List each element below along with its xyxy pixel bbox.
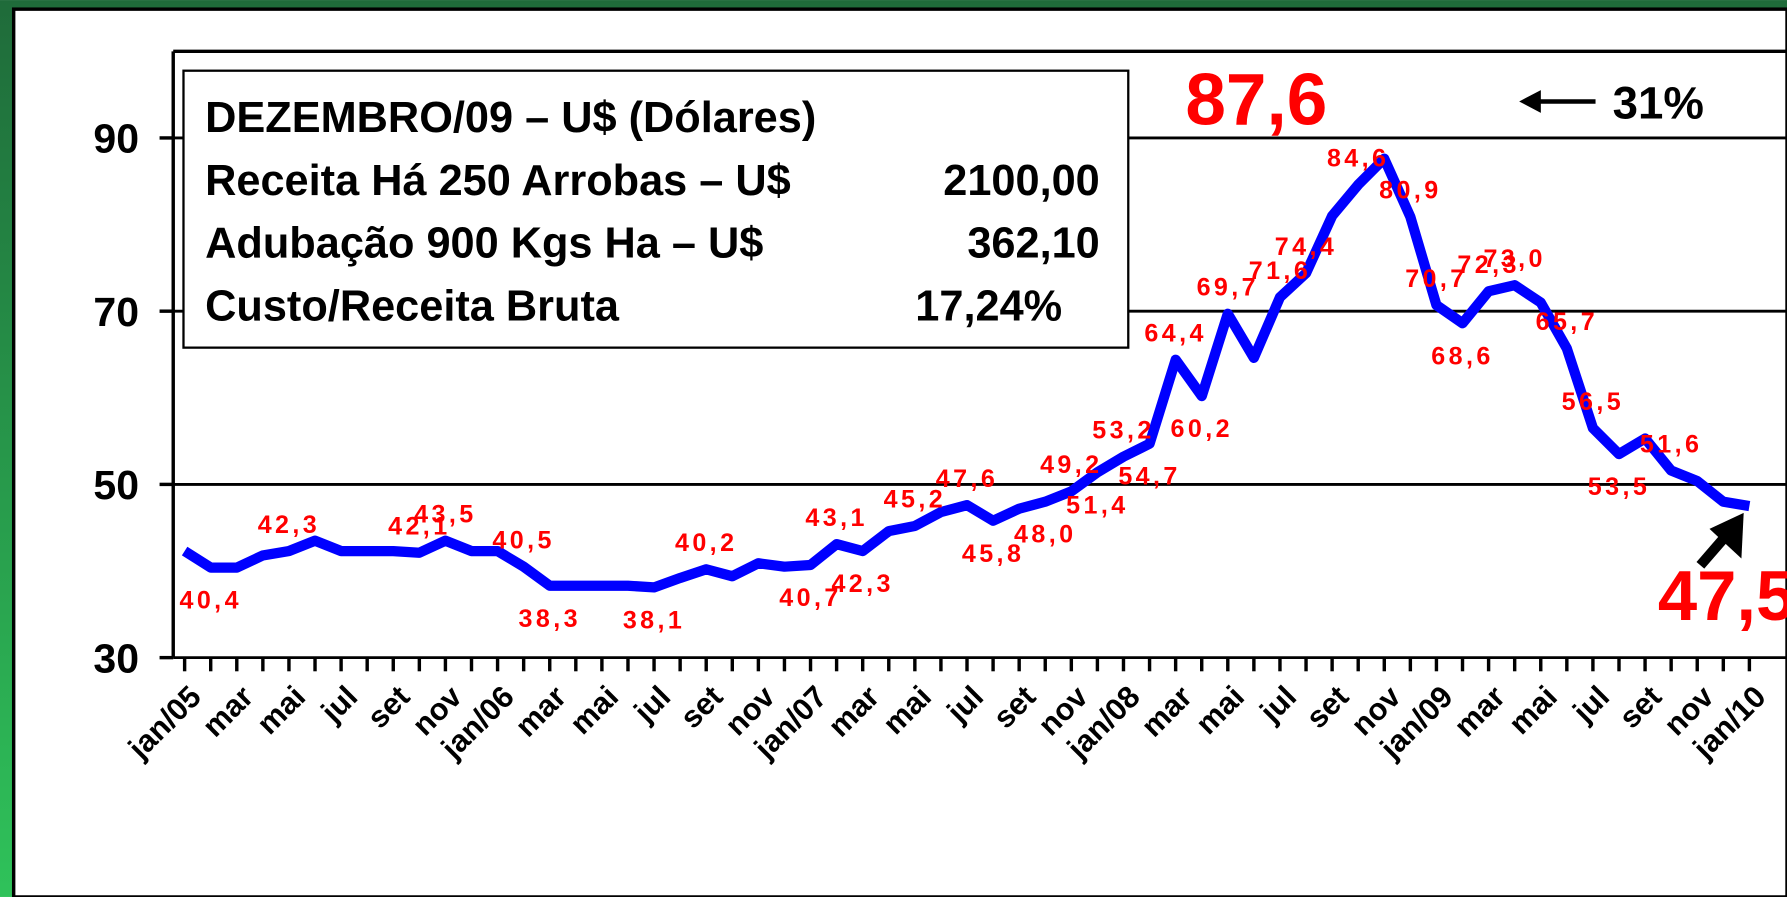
info-value: 2100,00: [943, 157, 1100, 205]
value-label: 45,8: [962, 540, 1024, 568]
value-label: 40,4: [179, 587, 241, 615]
end-arrowhead: [1709, 512, 1744, 559]
value-label-big: 87,6: [1185, 60, 1327, 141]
value-label: 74,4: [1275, 233, 1337, 261]
value-label: 49,2: [1040, 451, 1102, 479]
value-label: 42,1: [388, 513, 450, 541]
value-label: 54,7: [1118, 463, 1180, 491]
info-label: Adubação 900 Kgs Ha – U$: [205, 220, 763, 268]
value-label: 38,1: [623, 606, 685, 634]
y-tick-label: 50: [93, 462, 139, 508]
value-label: 43,5: [414, 500, 476, 528]
value-label: 53,2: [1092, 416, 1154, 444]
value-label: 73,0: [1483, 245, 1545, 273]
info-label: Receita Há 250 Arrobas – U$: [205, 157, 791, 205]
value-label: 38,3: [519, 605, 581, 633]
value-label-big: 47,5: [1658, 556, 1787, 635]
end-arrow: [1696, 512, 1744, 569]
peak-annotation: 31%: [1519, 78, 1704, 129]
value-label: 72,3: [1457, 251, 1519, 279]
info-title: DEZEMBRO/09 – U$ (Dólares): [205, 94, 816, 142]
value-label: 40,2: [675, 529, 737, 557]
data-line: [181, 153, 1751, 593]
value-label: 51,4: [1066, 491, 1128, 519]
value-label: 53,5: [1588, 473, 1650, 501]
value-label: 40,7: [779, 584, 841, 612]
y-tick-label: 90: [93, 116, 139, 162]
info-label: Custo/Receita Bruta: [205, 282, 620, 330]
value-label: 60,2: [1170, 415, 1232, 443]
value-label: 40,5: [492, 526, 554, 554]
info-value: 362,10: [967, 220, 1099, 268]
value-label: 84,6: [1327, 144, 1389, 172]
value-label: 70,7: [1405, 265, 1467, 293]
value-label: 68,6: [1431, 342, 1493, 370]
value-label: 71,6: [1249, 257, 1311, 285]
value-label: 43,1: [805, 504, 867, 532]
value-label: 56,5: [1562, 388, 1624, 416]
value-label: 69,7: [1197, 274, 1259, 302]
value-label: 80,9: [1379, 177, 1441, 205]
value-label: 42,3: [831, 570, 893, 598]
value-label: 45,2: [884, 486, 946, 514]
value-label: 64,4: [1144, 319, 1206, 347]
annotation-arrowhead: [1519, 90, 1541, 113]
value-label: 42,3: [258, 511, 320, 539]
value-label: 51,6: [1640, 430, 1702, 458]
annotation: 31%: [1613, 78, 1704, 129]
value-label: 48,0: [1014, 521, 1076, 549]
y-tick-label: 70: [93, 289, 139, 335]
info-box: DEZEMBRO/09 – U$ (Dólares) Receita Há 25…: [182, 69, 1130, 349]
info-value: 17,24%: [915, 282, 1062, 330]
value-label: 47,6: [936, 465, 998, 493]
y-tick-label: 30: [93, 635, 139, 681]
info-box-frame: [182, 69, 1130, 349]
value-label: 65,7: [1536, 308, 1598, 336]
